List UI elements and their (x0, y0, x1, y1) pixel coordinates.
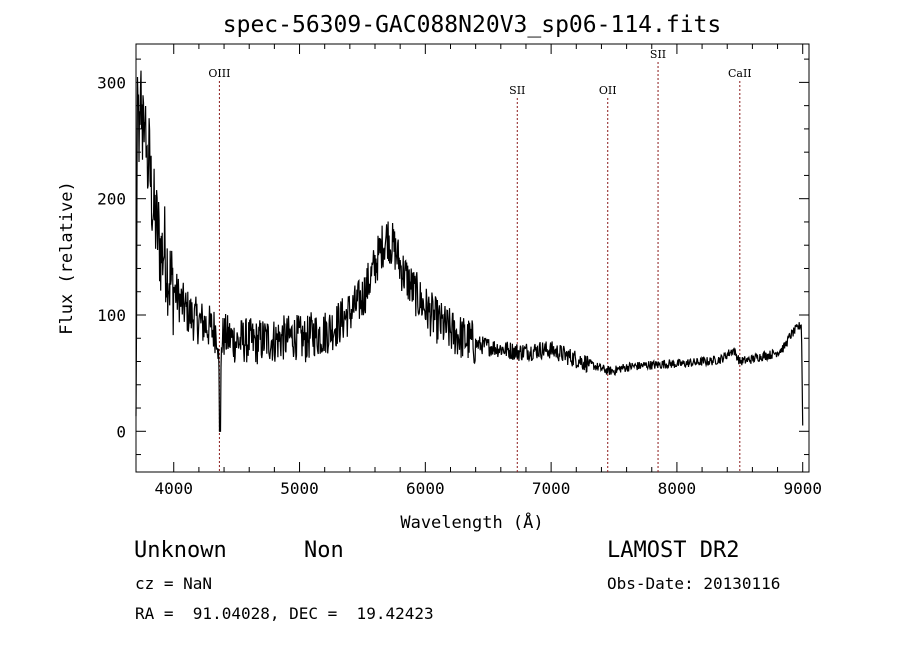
y-tick-label: 300 (97, 73, 126, 92)
x-tick-label: 9000 (783, 479, 822, 498)
line-marker-label: CaII (728, 67, 752, 80)
plot-frame (135, 43, 810, 473)
axis-ticks: 4000 5000 6000 7000 8000 9000 0 100 200 300 (97, 44, 822, 498)
obs-date-text: Obs-Date: 20130116 (607, 574, 781, 593)
y-tick-label: 200 (97, 190, 126, 209)
survey-name: LAMOST DR2 (607, 538, 740, 563)
x-tick-label: 4000 (154, 479, 193, 498)
line-marker-label: OIII (208, 67, 230, 80)
y-tick-label: 0 (116, 422, 126, 441)
line-marker-label: SII (650, 48, 666, 61)
x-tick-label: 8000 (658, 479, 697, 498)
object-type: Unknown (134, 538, 227, 563)
line-marker-label: SII (509, 84, 525, 97)
line-marker-label: OII (599, 84, 617, 97)
y-axis-label: Flux (relative) (57, 181, 77, 335)
x-tick-label: 5000 (280, 479, 319, 498)
emission-line-markers: OIII SII OII SII CaII (208, 48, 752, 472)
x-tick-label: 6000 (406, 479, 445, 498)
spectrum-line (135, 70, 804, 432)
redshift-text: cz = NaN (135, 574, 213, 593)
coordinates-text: RA = 91.04028, DEC = 19.42423 (135, 604, 434, 623)
y-tick-label: 100 (97, 306, 126, 325)
x-tick-label: 7000 (532, 479, 571, 498)
spectrum-chart: spec-56309-GAC088N20V3_sp06-114.fits 400… (57, 12, 822, 533)
object-subtype: Non (304, 538, 344, 563)
chart-title: spec-56309-GAC088N20V3_sp06-114.fits (223, 12, 722, 38)
x-axis-label: Wavelength (Å) (400, 511, 543, 533)
